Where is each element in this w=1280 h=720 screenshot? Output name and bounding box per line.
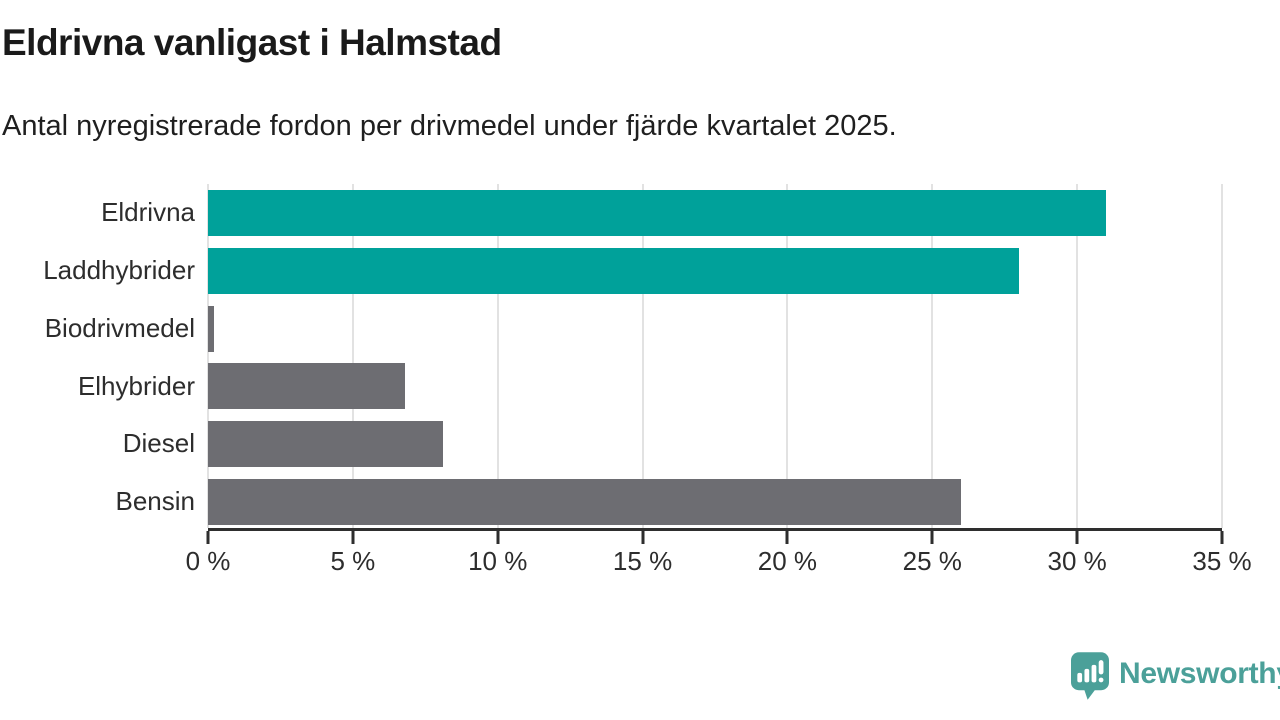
x-tick-label: 35 % bbox=[1192, 546, 1252, 576]
x-tick-label: 20 % bbox=[757, 546, 818, 576]
x-tick-label: 15 % bbox=[612, 546, 673, 576]
x-tick-label: 30 % bbox=[1047, 546, 1107, 576]
brand-name: Newsworthy bbox=[1119, 657, 1280, 690]
gridline bbox=[207, 184, 209, 528]
x-axis-tick bbox=[785, 531, 789, 544]
category-label: Eldrivna bbox=[101, 197, 195, 227]
x-axis-tick bbox=[641, 531, 645, 544]
category-label: Elhybrider bbox=[77, 370, 195, 401]
x-tick-label: 25 % bbox=[902, 546, 962, 576]
bar-eldrivna bbox=[208, 189, 1107, 236]
gridline bbox=[641, 184, 644, 528]
value-axis-labels: 0 % 5 % 10 % 15 % 20 % 25 % 30 % 35 % bbox=[186, 546, 1252, 580]
x-axis-tick bbox=[1075, 531, 1079, 544]
gridline bbox=[1221, 184, 1223, 528]
x-axis-tick bbox=[496, 531, 500, 544]
category-axis: Eldrivna Laddhybrider Biodrivmedel Elhybrid… bbox=[0, 184, 195, 531]
x-tick-label: 10 % bbox=[468, 546, 528, 576]
bar-biodrivmedel bbox=[208, 305, 214, 352]
gridline bbox=[931, 184, 934, 528]
category-label: Diesel bbox=[122, 428, 195, 459]
category-label: Biodrivmedel bbox=[44, 312, 195, 343]
newsworthy-logo-icon bbox=[1071, 652, 1109, 700]
bar-laddhybrider bbox=[208, 247, 1020, 294]
gridline bbox=[1076, 184, 1079, 528]
x-tick-label: 5 % bbox=[330, 546, 376, 576]
chart-subtitle: Antal nyregistrerade fordon per drivmede… bbox=[2, 110, 897, 142]
gridline bbox=[496, 184, 499, 528]
category-label: Laddhybrider bbox=[43, 254, 195, 285]
bar-bensin bbox=[208, 479, 962, 526]
x-axis-tick bbox=[351, 531, 355, 544]
bar-diesel bbox=[208, 421, 443, 468]
x-axis-tick bbox=[1220, 531, 1224, 544]
x-axis-tick bbox=[930, 531, 934, 544]
bar-elhybrider bbox=[208, 363, 405, 410]
plot-area bbox=[206, 184, 1224, 544]
brand-footer: Newsworthy bbox=[1071, 652, 1280, 700]
x-tick-label: 0 % bbox=[185, 546, 231, 576]
gridline bbox=[351, 184, 354, 528]
x-axis-tick bbox=[206, 531, 210, 544]
chart-title: Eldrivna vanligast i Halmstad bbox=[2, 22, 502, 63]
gridline bbox=[786, 184, 789, 528]
category-label: Bensin bbox=[115, 486, 196, 517]
